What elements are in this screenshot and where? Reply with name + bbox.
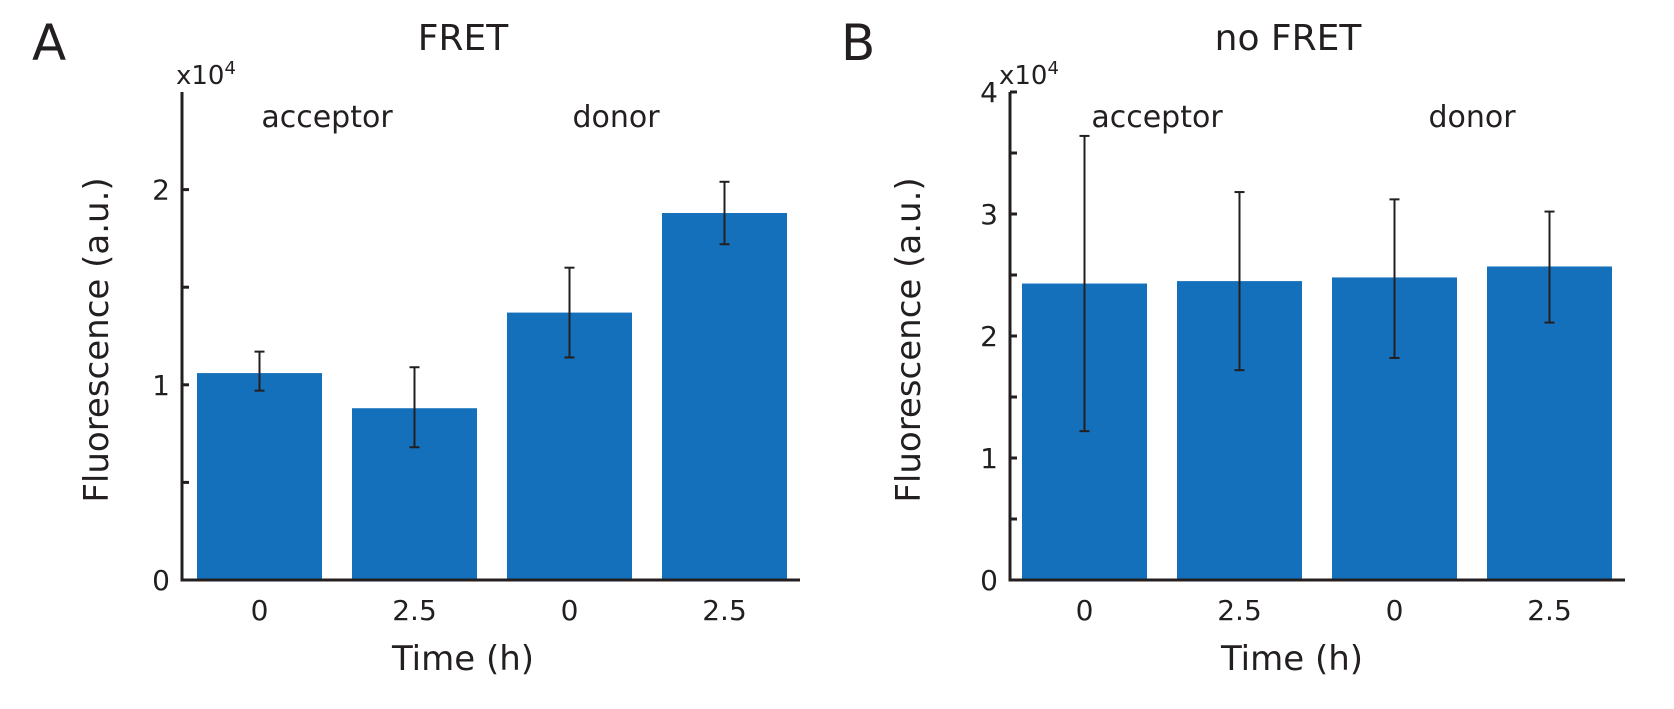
x-axis-label: Time (h) (391, 639, 534, 679)
y-multiplier: x104 (176, 58, 236, 91)
panel-b: B no FRET x104 Fluorescence (a.u.) Time … (841, 14, 1625, 679)
y-ticks: 0 1 2 3 4 (980, 76, 1017, 597)
y-axis-label: Fluorescence (a.u.) (889, 177, 929, 502)
x-axis-label: Time (h) (1220, 639, 1363, 679)
y-tick-label: 0 (980, 564, 998, 597)
y-tick-label: 1 (980, 442, 998, 475)
group-labels: acceptor donor (1091, 100, 1516, 135)
chart-title: no FRET (1215, 18, 1363, 59)
y-multiplier-base: x10 (176, 61, 224, 91)
bars (1022, 266, 1612, 580)
x-tick-label: 0 (251, 594, 269, 627)
y-tick-label: 2 (980, 320, 998, 353)
y-axis-label: Fluorescence (a.u.) (77, 177, 117, 502)
error-bars (254, 180, 730, 449)
x-tick-label: 0 (1386, 594, 1404, 627)
x-tick-label: 2.5 (702, 594, 747, 627)
axes (1008, 92, 1625, 582)
panel-letter: A (32, 14, 66, 72)
y-tick-label: 2 (152, 174, 170, 207)
x-tick-label: 2.5 (1217, 594, 1262, 627)
y-multiplier: x104 (999, 58, 1059, 91)
group-label: donor (1428, 100, 1516, 135)
y-tick-label: 3 (980, 198, 998, 231)
bar (197, 373, 322, 580)
y-tick-label: 0 (152, 564, 170, 597)
panel-a: A FRET x104 Fluorescence (a.u.) Time (h)… (32, 14, 800, 679)
group-labels: acceptor donor (261, 100, 660, 135)
y-tick-label: 1 (152, 369, 170, 402)
x-ticks: 0 2.5 0 2.5 (1076, 594, 1572, 627)
group-label: donor (572, 100, 660, 135)
y-multiplier-base: x10 (999, 61, 1047, 91)
y-tick-label: 4 (980, 76, 998, 109)
group-label: acceptor (1091, 100, 1223, 135)
axes (180, 92, 800, 582)
error-bars (1079, 134, 1555, 433)
x-ticks: 0 2.5 0 2.5 (251, 594, 747, 627)
x-tick-label: 2.5 (1527, 594, 1572, 627)
x-tick-label: 2.5 (392, 594, 437, 627)
group-label: acceptor (261, 100, 393, 135)
bar (662, 213, 787, 581)
panel-letter: B (841, 14, 875, 72)
y-multiplier-exponent: 4 (224, 58, 235, 79)
x-tick-label: 0 (561, 594, 579, 627)
x-tick-label: 0 (1076, 594, 1094, 627)
bars (197, 213, 787, 581)
chart-title: FRET (418, 18, 509, 59)
y-multiplier-exponent: 4 (1047, 58, 1058, 79)
